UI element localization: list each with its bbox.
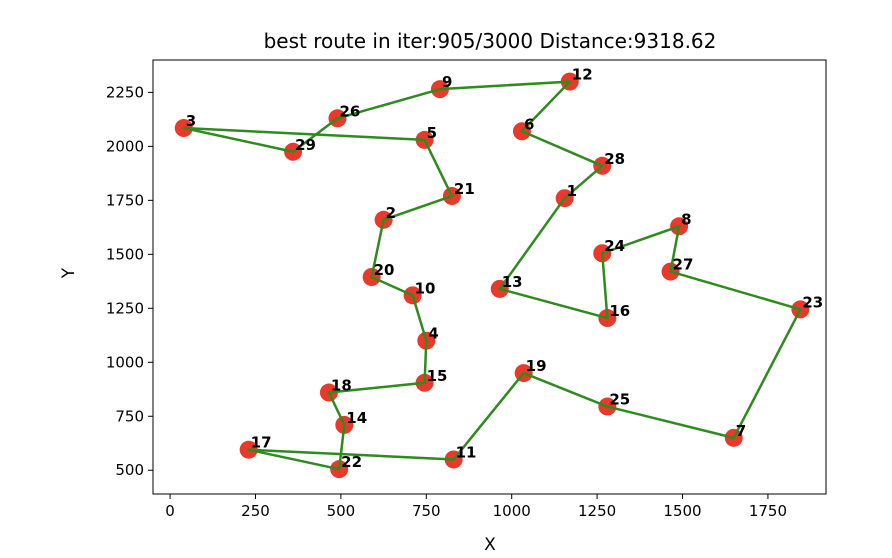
- route-segment: [423, 339, 428, 385]
- x-tick-label: 500: [327, 502, 356, 520]
- route-segment: [438, 80, 572, 91]
- city-label: 19: [526, 357, 547, 375]
- city-label: 28: [604, 150, 625, 168]
- y-tick-label: 2000: [106, 137, 144, 155]
- route-segment: [520, 130, 604, 168]
- city-label: 13: [502, 273, 523, 291]
- city-label: 12: [572, 66, 593, 84]
- route-segment: [423, 138, 454, 198]
- city-label: 17: [251, 434, 272, 452]
- route-segment: [411, 294, 428, 342]
- route-segment: [382, 194, 454, 222]
- route-segment: [498, 287, 609, 320]
- x-tick-label: 250: [241, 502, 270, 520]
- city-label: 14: [346, 409, 367, 427]
- route-segment: [600, 225, 681, 255]
- city-label: 27: [673, 256, 694, 274]
- city-label: 20: [374, 261, 395, 279]
- city-label: 15: [427, 367, 448, 385]
- route-segment: [600, 251, 609, 320]
- route-segment: [182, 126, 426, 142]
- x-axis-label: X: [484, 535, 496, 555]
- y-tick-label: 1000: [106, 353, 144, 371]
- x-tick-label: 750: [412, 502, 441, 520]
- city-label: 23: [802, 293, 823, 311]
- y-tick-label: 1500: [106, 245, 144, 263]
- y-tick-label: 2250: [106, 83, 144, 101]
- route-segment: [498, 196, 566, 291]
- route-segment: [520, 80, 572, 133]
- city-label: 3: [186, 112, 196, 130]
- route-segment: [732, 308, 802, 440]
- y-tick-label: 500: [115, 461, 144, 479]
- city-label: 6: [524, 115, 534, 133]
- city-label: 16: [609, 302, 630, 320]
- city-label: 4: [428, 325, 438, 343]
- city-label: 9: [442, 73, 452, 91]
- route-segment: [522, 371, 609, 408]
- city-label: 10: [415, 279, 436, 297]
- route-segment: [182, 126, 295, 154]
- city-label: 18: [331, 377, 352, 395]
- route-segment: [291, 117, 339, 154]
- x-tick-label: 1750: [749, 502, 787, 520]
- route-segment: [327, 381, 426, 394]
- route-segment: [370, 275, 414, 297]
- city-label: 26: [339, 102, 360, 120]
- city-label: 2: [386, 204, 396, 222]
- route-segment: [606, 405, 736, 440]
- city-label: 11: [456, 443, 477, 461]
- route-segment: [247, 448, 341, 471]
- route-segment: [452, 371, 525, 461]
- city-label: 29: [295, 136, 316, 154]
- route-segment: [669, 270, 802, 311]
- x-tick-label: 1000: [493, 502, 531, 520]
- route-segment: [336, 87, 442, 120]
- route-segment: [370, 218, 385, 279]
- chart-title: best route in iter:905/3000 Distance:931…: [264, 29, 717, 53]
- route-segment: [247, 448, 455, 461]
- route-segment: [669, 225, 681, 273]
- plot-frame: [152, 59, 827, 495]
- city-label: 7: [736, 422, 746, 440]
- city-label: 25: [609, 391, 630, 409]
- y-axis-label: Y: [59, 267, 79, 279]
- route-segment: [563, 164, 604, 200]
- y-tick-label: 1750: [106, 191, 144, 209]
- city-label: 21: [454, 180, 475, 198]
- city-label: 24: [604, 237, 625, 255]
- x-tick-label: 0: [165, 502, 175, 520]
- route-segment: [327, 391, 346, 427]
- y-tick-label: 750: [115, 407, 144, 425]
- route-segment: [337, 423, 346, 471]
- city-label: 1: [567, 182, 577, 200]
- city-label: 5: [427, 124, 437, 142]
- y-tick-label: 1250: [106, 299, 144, 317]
- city-label: 8: [681, 210, 691, 228]
- city-label: 22: [341, 453, 362, 471]
- x-tick-label: 1500: [663, 502, 701, 520]
- x-tick-label: 1250: [578, 502, 616, 520]
